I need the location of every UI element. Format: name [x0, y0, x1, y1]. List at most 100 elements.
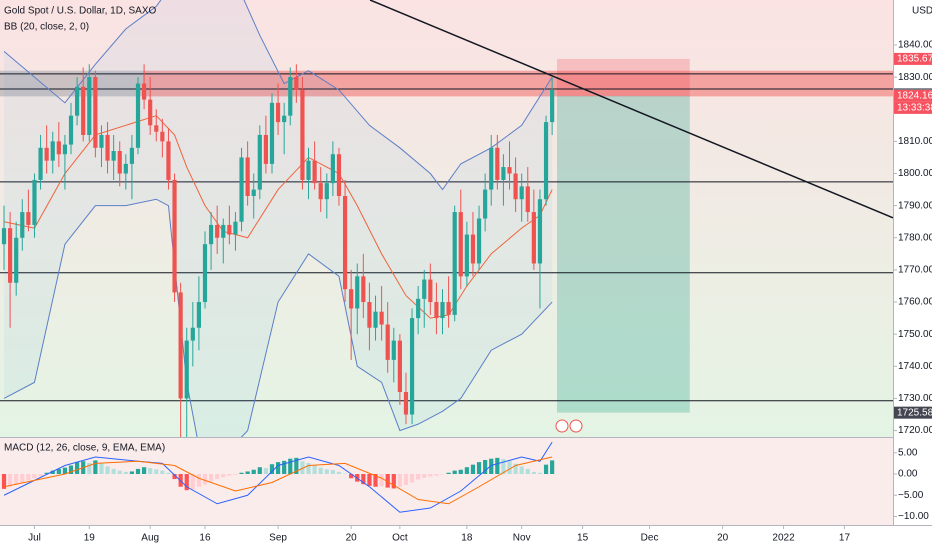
price-label: 1824.16: [897, 91, 932, 102]
histogram-bar: [1, 474, 7, 489]
candle-body: [251, 189, 256, 197]
chart-title: Gold Spot / U.S. Dollar, 1D, SAXO: [4, 6, 157, 17]
candle-body: [288, 77, 293, 116]
candle-body: [81, 86, 86, 135]
candle-body: [507, 167, 512, 174]
countdown: 13:33:38: [897, 103, 932, 114]
series-line: [3, 115, 553, 319]
candle-body: [464, 234, 469, 277]
histogram-bar: [288, 458, 293, 474]
candle-body: [190, 327, 195, 341]
y-tick-label: 0.00: [898, 469, 918, 480]
histogram-bar: [105, 466, 110, 474]
candle-body: [428, 279, 433, 303]
candle-body: [184, 340, 189, 399]
candle-body: [300, 89, 305, 180]
candle-body: [361, 276, 366, 303]
series-line: [3, 456, 553, 505]
histogram-bar: [135, 468, 141, 474]
candle-body: [379, 311, 384, 325]
histogram-bar: [208, 474, 214, 482]
histogram-bar: [44, 472, 49, 474]
histogram-bar: [330, 470, 335, 474]
histogram-bar: [123, 471, 128, 474]
candle-body: [8, 228, 13, 283]
x-tick-label: Jul: [28, 533, 41, 544]
histogram-bar: [519, 466, 524, 474]
candle-body: [275, 102, 281, 123]
histogram-bar: [489, 458, 494, 474]
x-tick-label: 18: [461, 533, 473, 544]
candle-body: [178, 292, 183, 399]
histogram-bar: [306, 462, 311, 474]
histogram-bar: [428, 474, 433, 477]
histogram-bar: [160, 470, 165, 474]
x-tick-label: Dec: [641, 533, 659, 544]
candle-body: [263, 134, 268, 164]
histogram-bar: [336, 471, 342, 474]
histogram-bar: [537, 472, 543, 474]
histogram-bar: [464, 467, 469, 474]
candle-body: [99, 134, 104, 148]
candle-body: [537, 199, 543, 264]
stop-zone: [557, 58, 690, 96]
histogram-bar: [20, 474, 25, 483]
candle-body: [105, 134, 110, 161]
histogram-bar: [8, 474, 13, 487]
histogram-bar: [68, 465, 74, 474]
axes: 1720.00 1730.00 1740.00 1750.00 1760.00 1770.…: [28, 40, 932, 544]
histogram-bar: [87, 462, 92, 474]
candle-body: [14, 237, 19, 283]
histogram-bar: [196, 474, 202, 487]
x-tick-label: 20: [346, 533, 358, 544]
candle-body: [1, 228, 7, 245]
x-tick-label: 16: [199, 533, 211, 544]
candle-body: [233, 221, 238, 235]
x-tick-label: Sep: [269, 533, 287, 544]
histogram-bar: [476, 462, 482, 474]
resistance-zone: [142, 70, 893, 97]
histogram-bar: [403, 474, 409, 486]
event-icon[interactable]: [569, 419, 583, 433]
histogram-bar: [282, 460, 287, 474]
candle-body: [349, 289, 354, 309]
histogram-bar: [458, 469, 463, 474]
candle-body: [531, 212, 536, 264]
candle-body: [26, 212, 31, 225]
candle-body: [550, 89, 555, 123]
candle-body: [422, 279, 427, 299]
candle-body: [483, 189, 488, 219]
candle-body: [172, 179, 177, 293]
candle-body: [93, 77, 98, 148]
candle-body: [123, 163, 128, 174]
candle-body: [409, 318, 415, 415]
histogram-bar: [349, 474, 354, 479]
histogram-bar: [190, 474, 195, 490]
histogram-bar: [111, 468, 116, 474]
candle-body: [519, 186, 524, 200]
histogram-bar: [233, 474, 238, 475]
candle-body: [129, 147, 135, 164]
candle-body: [385, 324, 390, 360]
histogram-bar: [373, 474, 378, 487]
histogram-bar: [470, 464, 476, 474]
histogram-bar: [32, 474, 37, 479]
candle-body: [434, 302, 439, 319]
histogram-bar: [154, 469, 159, 474]
indicator-label: BB (20, close, 2, 0): [4, 22, 89, 33]
histogram-bar: [416, 474, 421, 480]
candle-body: [62, 144, 68, 155]
histogram-bar: [227, 474, 232, 476]
event-icon[interactable]: [555, 419, 569, 433]
candle-body: [501, 167, 506, 180]
histogram-bar: [148, 468, 153, 474]
price-label: 1725.58: [897, 407, 932, 418]
candle-body: [403, 392, 409, 415]
candle-body: [324, 183, 329, 200]
histogram-bar: [501, 459, 506, 474]
y-tick-label: −10.00: [898, 511, 929, 522]
histogram-bar: [257, 467, 262, 474]
y-tick-label: 1780.00: [898, 232, 932, 243]
candle-body: [75, 86, 80, 116]
